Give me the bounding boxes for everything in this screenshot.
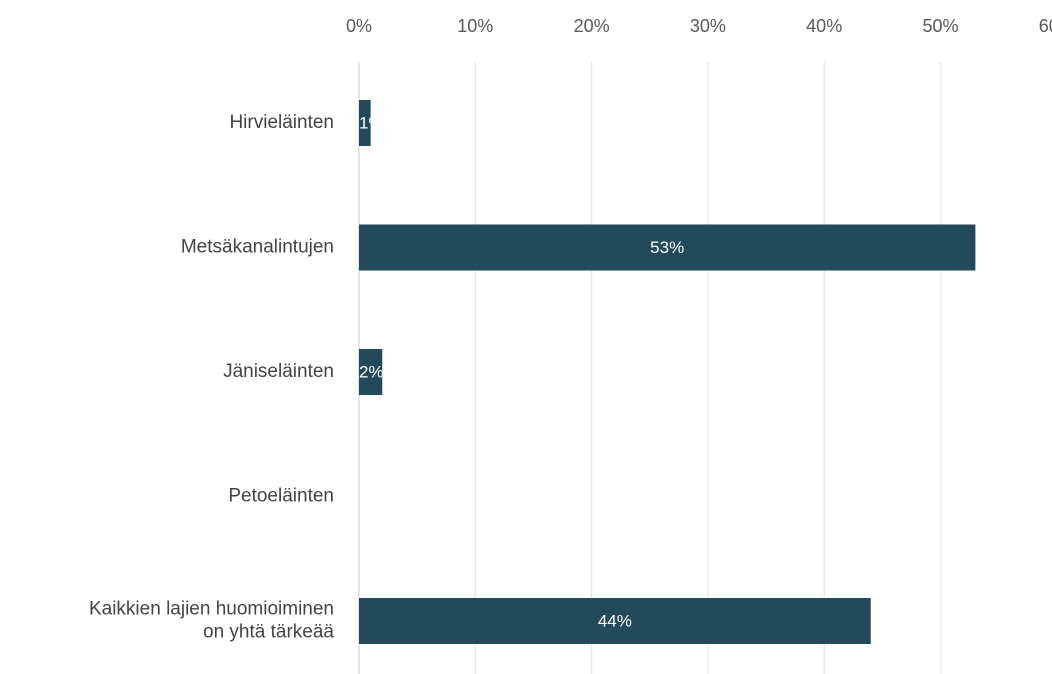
- bar: [359, 349, 383, 395]
- y-tick-label: Jäniseläinten: [223, 361, 334, 382]
- value-label: 44%: [598, 611, 632, 630]
- bar: [359, 224, 976, 271]
- x-tick-label: 20%: [574, 16, 610, 36]
- y-tick-label: Kaikkien lajien huomioiminen on yhtä tärk…: [89, 599, 334, 643]
- x-tick-label: 60%: [1039, 16, 1052, 36]
- y-tick-label: Hirvieläinten: [229, 112, 334, 133]
- bar: [359, 598, 871, 644]
- value-label: 2%: [359, 362, 384, 381]
- x-tick-label: 50%: [922, 16, 958, 36]
- bar: [359, 100, 371, 146]
- x-tick-label: 40%: [806, 16, 842, 36]
- value-label: 1%: [359, 113, 384, 132]
- y-tick-label: Petoeläinten: [228, 486, 334, 507]
- y-tick-label: Metsäkanalintujen: [181, 237, 334, 258]
- x-tick-label: 10%: [457, 16, 493, 36]
- x-tick-label: 30%: [690, 16, 726, 36]
- x-tick-label: 0%: [346, 16, 372, 36]
- value-label: 53%: [650, 238, 684, 257]
